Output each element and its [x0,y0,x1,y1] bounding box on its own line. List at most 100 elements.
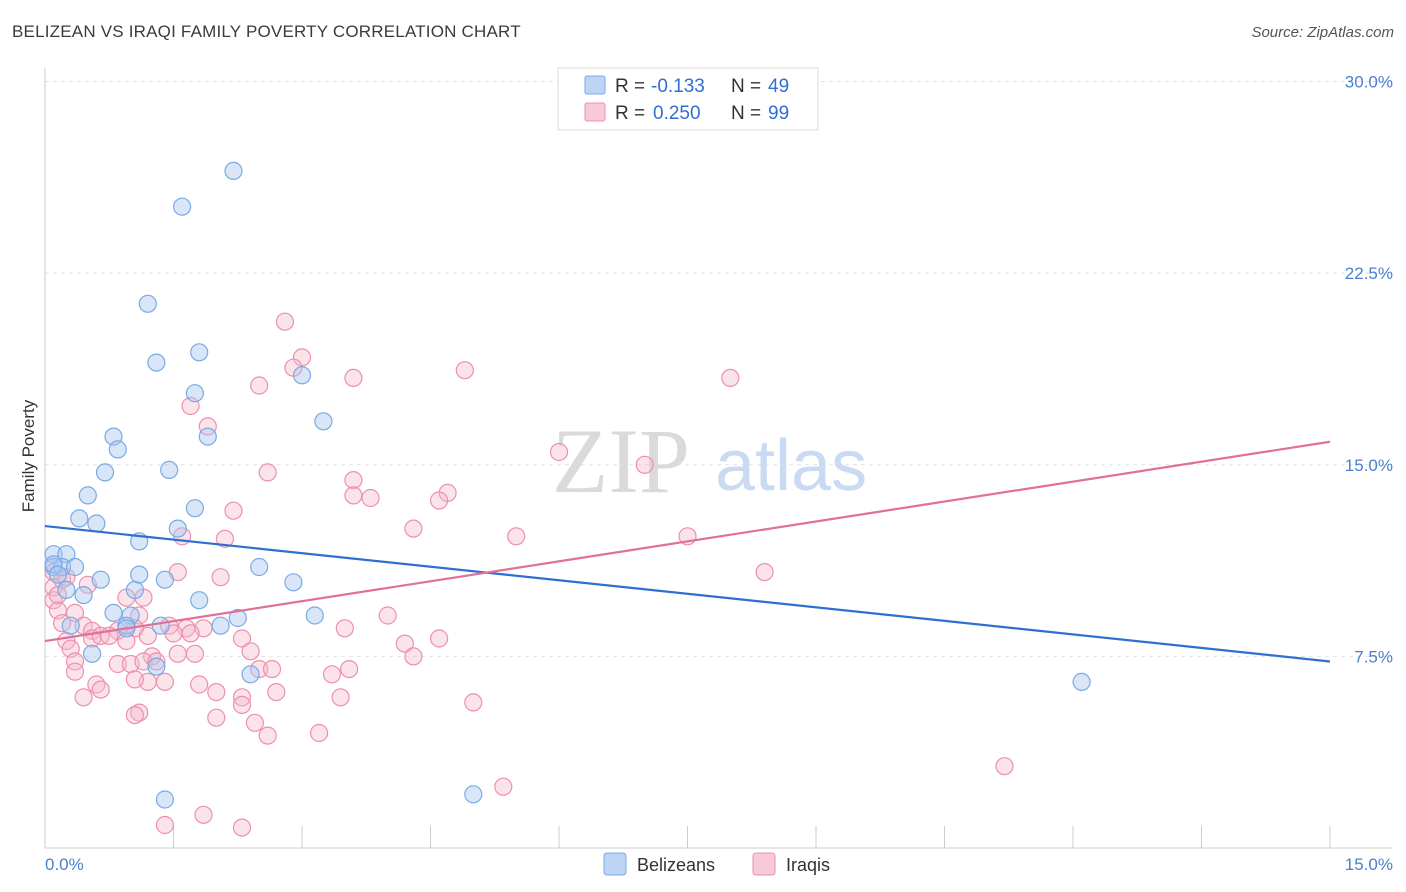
watermark-atlas: atlas [715,426,867,506]
point-iraqis-6 [250,376,269,395]
point-belizeans-25 [250,557,269,577]
y-tick-label-3: 30.0% [1345,73,1393,92]
point-belizeans-30 [57,580,76,600]
trendlines [44,440,1331,663]
point-iraqis-92 [258,726,277,745]
point-belizeans-29 [284,573,303,592]
point-iraqis-3 [455,361,474,380]
point-belizeans-32 [130,565,149,584]
point-belizeans-14 [185,499,204,518]
legend-n-value-2: 99 [768,103,789,124]
point-belizeans-35 [104,603,123,623]
legend-n-value-1: 49 [768,76,789,97]
legend-swatch-iraqis [584,102,606,122]
point-iraqis-84 [331,688,350,707]
point-belizeans-19 [44,545,63,564]
point-iraqis-71 [262,659,282,679]
point-iraqis-70 [250,659,269,679]
legend-swatch-belizeans [584,75,606,95]
point-belizeans-15 [70,509,89,528]
point-iraqis-98 [48,585,68,605]
point-belizeans-3 [147,353,166,372]
y-tick-label-1: 15.0% [1345,456,1393,475]
point-iraqis-15 [361,488,380,508]
point-iraqis-80 [207,682,226,702]
legend-n-label-1: N = [731,76,761,97]
point-iraqis-0 [275,312,294,331]
legend-r-value-1: -0.133 [651,76,705,97]
watermark-zip: ZIP [552,410,690,512]
point-iraqis-9 [549,442,569,462]
series-legend: Belizeans Iraqis [603,852,830,876]
point-iraqis-95 [194,805,213,824]
point-belizeans-38 [228,608,247,628]
point-iraqis-88 [125,705,144,725]
point-iraqis-30 [755,562,774,582]
point-belizeans-11 [160,460,179,479]
point-iraqis-69 [65,662,85,681]
chart-title: BELIZEAN VS IRAQI FAMILY POVERTY CORRELA… [12,22,521,41]
legend-r-value-2: 0.250 [653,103,701,124]
point-belizeans-44 [82,644,102,663]
point-iraqis-91 [310,723,329,743]
legend-bottom-swatch-belizeans [603,852,627,876]
point-belizeans-6 [185,384,204,403]
point-iraqis-20 [215,529,234,548]
series-belizeans [44,161,1091,809]
legend-bottom-label-iraqis: Iraqis [786,855,830,875]
y-axis-label: Family Poverty [19,399,38,512]
point-iraqis-82 [74,688,93,707]
point-belizeans-2 [138,294,157,313]
point-iraqis-72 [340,659,359,679]
legend-bottom-label-belizeans: Belizeans [637,855,715,875]
point-iraqis-57 [430,629,449,648]
point-belizeans-34 [190,591,209,610]
point-iraqis-83 [232,688,252,707]
point-iraqis-10 [258,463,277,482]
point-belizeans-17 [168,519,187,538]
point-belizeans-16 [87,514,106,533]
point-belizeans-9 [198,427,217,446]
point-iraqis-96 [155,815,174,835]
point-iraqis-54 [181,624,200,643]
point-iraqis-11 [635,455,654,474]
point-iraqis-16 [430,491,449,510]
point-iraqis-89 [207,708,226,727]
y-tick-label-0: 7.5% [1354,647,1393,666]
correlation-legend: R = -0.133 N = 49 R = 0.250 N = 99 [557,67,819,131]
point-iraqis-17 [224,501,243,520]
point-iraqis-90 [245,713,264,732]
point-belizeans-40 [61,616,80,635]
point-iraqis-53 [232,629,252,648]
point-iraqis-77 [190,675,209,694]
point-iraqis-76 [155,672,174,692]
point-belizeans-0 [224,161,243,180]
point-iraqis-63 [404,647,423,666]
point-belizeans-7 [314,412,333,431]
point-iraqis-68 [147,652,166,671]
point-iraqis-79 [91,680,110,699]
point-iraqis-5 [721,368,740,387]
point-belizeans-27 [91,570,110,589]
point-iraqis-37 [378,606,397,625]
point-belizeans-4 [190,343,209,362]
legend-n-label-2: N = [731,103,761,124]
point-belizeans-42 [151,616,170,635]
point-belizeans-48 [155,790,174,809]
point-belizeans-49 [464,785,483,804]
tick-labels: 7.5% 15.0% 22.5% 30.0% 0.0% 15.0% [45,73,1393,875]
point-iraqis-97 [232,818,252,837]
point-iraqis-12 [344,471,363,490]
point-belizeans-24 [65,557,85,577]
point-iraqis-21 [507,527,526,546]
point-iraqis-8 [198,417,217,436]
point-iraqis-65 [108,654,127,674]
source-credit: Source: ZipAtlas.com [1251,24,1394,41]
point-belizeans-13 [78,486,97,505]
legend-r-label-1: R = [615,76,645,97]
point-belizeans-5 [292,366,312,385]
point-iraqis-46 [335,619,354,638]
x-tick-label-min: 0.0% [45,855,84,874]
point-belizeans-26 [48,565,68,584]
